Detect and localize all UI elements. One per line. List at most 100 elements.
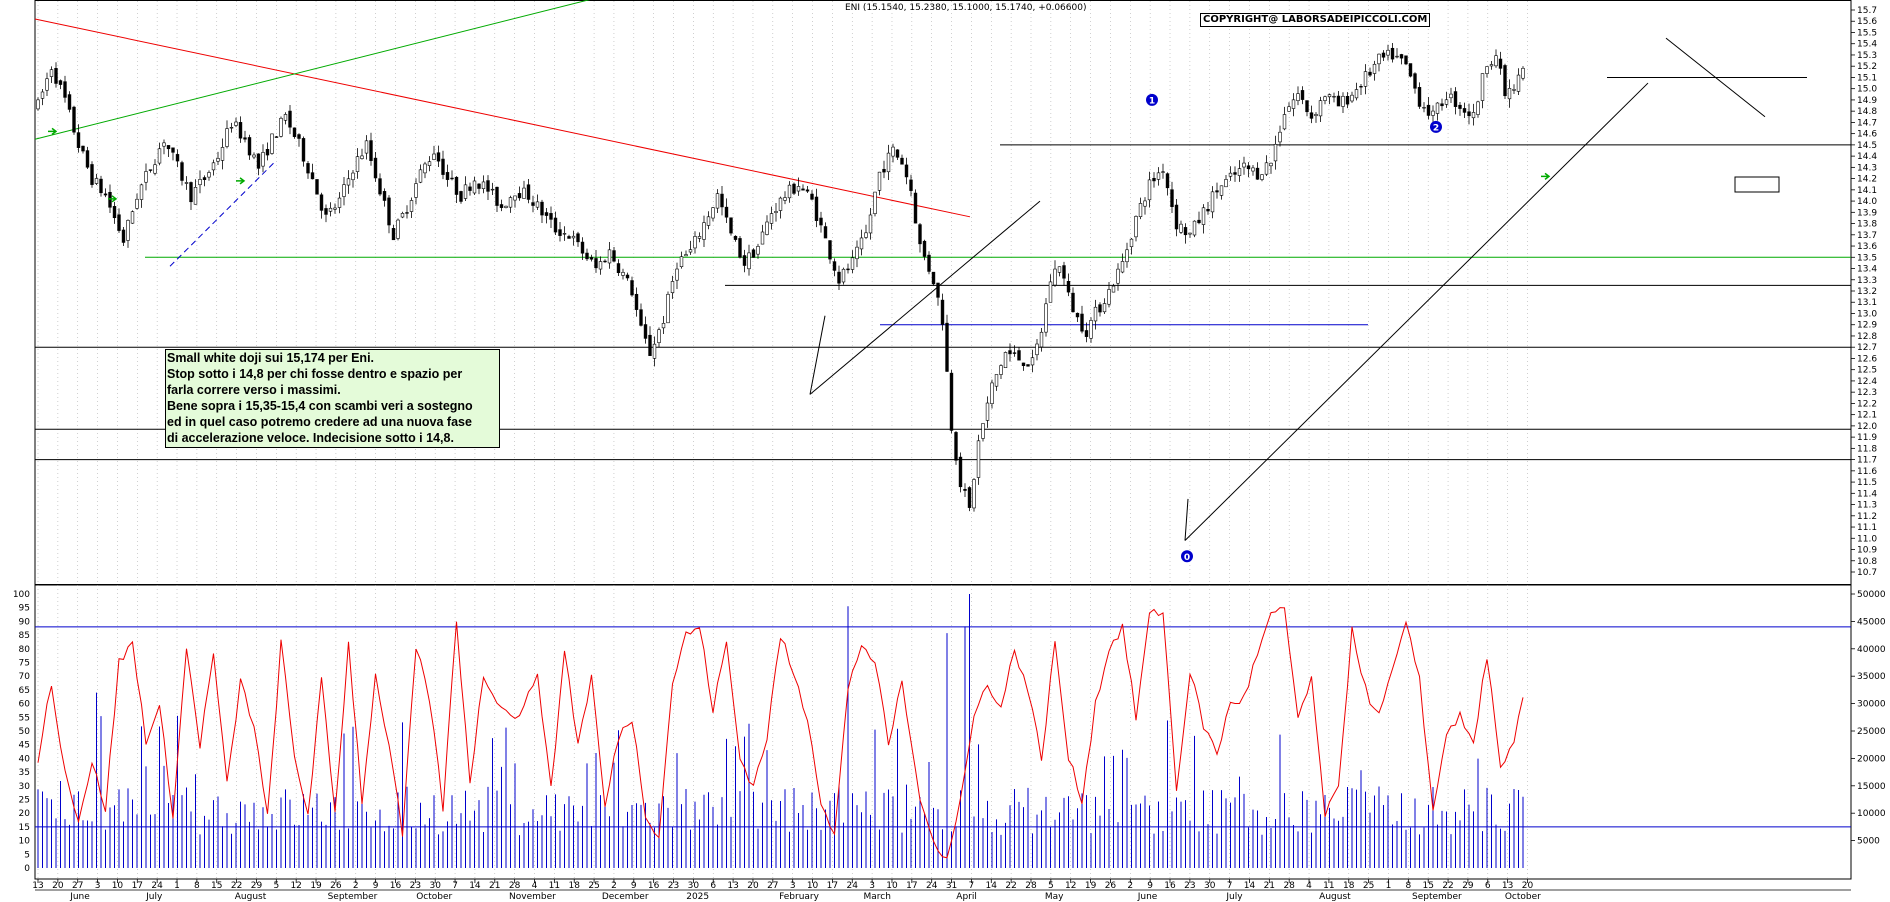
price-tick-label: 15.3 [1857, 51, 1877, 61]
price-tick-label: 12.5 [1857, 366, 1877, 376]
candle-up [1471, 112, 1476, 119]
day-tick-label: 4 [1306, 881, 1312, 891]
candle-down [589, 257, 594, 260]
candle-down [585, 252, 589, 260]
candle-up [1480, 73, 1485, 101]
price-tick-label: 11.6 [1857, 467, 1877, 477]
candle-down [967, 487, 972, 508]
day-tick-label: 12 [1065, 881, 1076, 891]
day-tick-label: 11 [549, 881, 560, 891]
volume-tick-label: 5000 [1857, 837, 1880, 847]
date-axis: 13 20 27 3 10 17 24 1 8 15 22 29 5 12 19 26 2 9 16 23 30 7 14 2… [32, 879, 1851, 902]
candle-down [612, 250, 616, 262]
day-tick-label: 22 [231, 881, 242, 891]
candle-up [130, 211, 135, 224]
green-arrow-marker [108, 195, 118, 203]
candle-down [1012, 352, 1017, 354]
oscillator-tick-label: 95 [19, 604, 30, 614]
candle-down [1336, 95, 1341, 107]
candle-down [900, 157, 904, 165]
oscillator-tick-label: 60 [19, 700, 31, 710]
candle-down [1417, 87, 1422, 107]
uptrend-line-2025 [1184, 82, 1649, 541]
candle-up [657, 329, 661, 343]
day-tick-label: 8 [194, 881, 200, 891]
day-tick-label: 23 [668, 881, 679, 891]
candle-down [459, 191, 463, 202]
oscillator-tick-label: 80 [19, 645, 31, 655]
candle-down [549, 213, 553, 220]
month-tick-label: August [235, 892, 267, 902]
volume-tick-label: 25000 [1857, 727, 1886, 737]
candle-up [49, 69, 54, 77]
day-tick-label: 18 [568, 881, 580, 891]
candle-down [256, 153, 261, 169]
oscillator-tick-label: 90 [19, 617, 31, 627]
volume-tick-label: 30000 [1857, 700, 1886, 710]
candle-down [954, 432, 958, 461]
day-tick-label: 5 [273, 881, 279, 891]
day-tick-label: 10 [807, 881, 819, 891]
candle-up [1354, 89, 1359, 99]
candle-down [1399, 54, 1404, 59]
month-tick-label: July [145, 892, 163, 902]
candle-up [198, 179, 202, 186]
candle-down [1345, 95, 1350, 105]
candle-up [868, 214, 873, 234]
candle-down [1197, 219, 1201, 224]
day-tick-label: 15 [211, 881, 222, 891]
candle-up [432, 153, 436, 160]
candle-up [702, 222, 706, 240]
candle-down [1206, 209, 1210, 212]
wave-label-text: 2 [1433, 123, 1439, 133]
day-tick-label: 12 [290, 881, 301, 891]
candle-down [616, 263, 621, 273]
oscillator-tick-label: 5 [24, 850, 30, 860]
ticker-readout: ENI (15.1540, 15.2380, 15.1000, 15.1740,… [845, 3, 1087, 13]
candle-up [760, 231, 765, 245]
price-tick-label: 14.7 [1857, 118, 1877, 128]
day-tick-label: 3 [790, 881, 796, 891]
candle-up [220, 147, 225, 161]
day-tick-label: 26 [1105, 881, 1117, 891]
price-tick-label: 13.4 [1857, 265, 1877, 275]
candle-up [1507, 88, 1512, 100]
day-tick-label: 16 [648, 881, 660, 891]
candle-down [927, 254, 931, 272]
day-tick-label: 19 [310, 881, 322, 891]
candle-up [1138, 203, 1143, 217]
candle-down [1017, 350, 1021, 361]
candle-down [391, 228, 396, 241]
day-tick-label: 16 [390, 881, 402, 891]
price-tick-label: 11.0 [1857, 534, 1877, 544]
price-tick-label: 13.5 [1857, 253, 1877, 263]
candle-up [859, 237, 864, 250]
candle-up [621, 272, 625, 276]
day-tick-label: 2 [611, 881, 617, 891]
candle-up [1372, 63, 1377, 74]
price-tick-label: 13.2 [1857, 287, 1877, 297]
month-tick-label: November [509, 892, 556, 902]
day-tick-label: 10 [886, 881, 898, 891]
month-tick-label: April [956, 892, 977, 902]
downtrend-line [1665, 37, 1766, 118]
candle-up [504, 205, 508, 208]
candle-down [1503, 65, 1507, 97]
candle-down [166, 145, 171, 150]
candle-up [513, 195, 517, 201]
oscillator-tick-label: 40 [19, 754, 31, 764]
candle-up [1003, 352, 1008, 369]
candle-down [85, 150, 90, 168]
candle-down [1071, 292, 1075, 313]
candle-up [787, 184, 792, 199]
day-tick-label: 30 [1204, 881, 1216, 891]
day-tick-label: 30 [688, 881, 700, 891]
candle-down [1165, 173, 1170, 189]
candle-up [1489, 64, 1494, 67]
candle-down [247, 137, 252, 156]
candle-up [877, 171, 882, 191]
candle-up [999, 365, 1003, 375]
day-tick-label: 5 [1048, 881, 1054, 891]
candle-up [1282, 114, 1287, 130]
